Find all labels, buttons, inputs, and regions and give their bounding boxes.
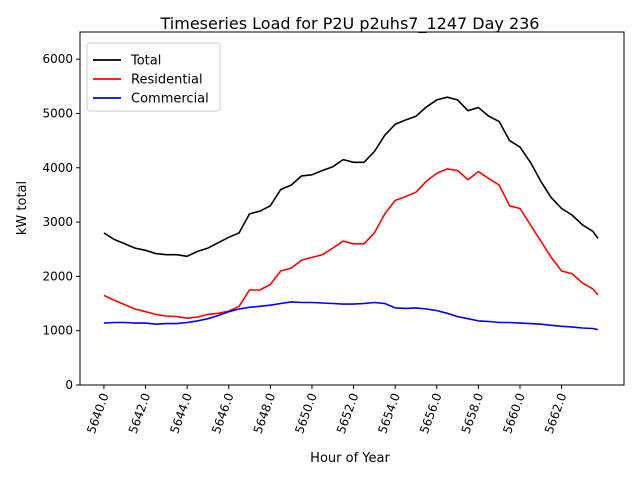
y-tick-label: 6000: [42, 52, 73, 66]
y-axis-label: kW total: [15, 181, 30, 235]
legend: Total Residential Commercial: [86, 42, 221, 112]
y-tick-label: 3000: [42, 215, 73, 229]
legend-label-commercial: Commercial: [131, 92, 209, 107]
y-tick-label: 0: [65, 378, 73, 392]
chart-title: Timeseries Load for P2U p2uhs7_1247 Day …: [160, 14, 540, 34]
y-tick-label: 4000: [42, 161, 73, 175]
y-tick-label: 2000: [42, 269, 73, 283]
x-tick-label: 5648.0: [251, 391, 279, 435]
x-tick-label: 5642.0: [126, 391, 154, 435]
x-tick-label: 5658.0: [459, 391, 487, 435]
x-tick-label: 5656.0: [417, 391, 445, 435]
plot-frame: [79, 31, 625, 386]
series-line-residential: [103, 168, 599, 320]
y-axis: 0 1000 2000 3000 4000 5000 6000: [42, 52, 80, 392]
x-tick-label: 5644.0: [167, 391, 195, 435]
x-axis: 5640.0 5642.0 5644.0 5646.0 5648.0 5650.0 5652…: [84, 385, 569, 435]
x-tick-label: 5650.0: [292, 391, 320, 435]
legend-label-total: Total: [130, 54, 161, 69]
series-layer: [103, 96, 599, 331]
series-line-total: [103, 96, 599, 258]
legend-label-residential: Residential: [131, 73, 203, 88]
x-tick-label: 5654.0: [375, 391, 403, 435]
x-tick-label: 5640.0: [84, 391, 112, 435]
x-tick-label: 5662.0: [542, 391, 570, 435]
x-axis-label: Hour of Year: [310, 451, 390, 466]
x-tick-label: 5652.0: [334, 391, 362, 435]
y-tick-label: 1000: [42, 324, 73, 338]
y-tick-label: 5000: [42, 106, 73, 120]
x-tick-label: 5646.0: [209, 391, 237, 435]
series-line-commercial: [103, 301, 599, 331]
x-tick-label: 5660.0: [500, 391, 528, 435]
